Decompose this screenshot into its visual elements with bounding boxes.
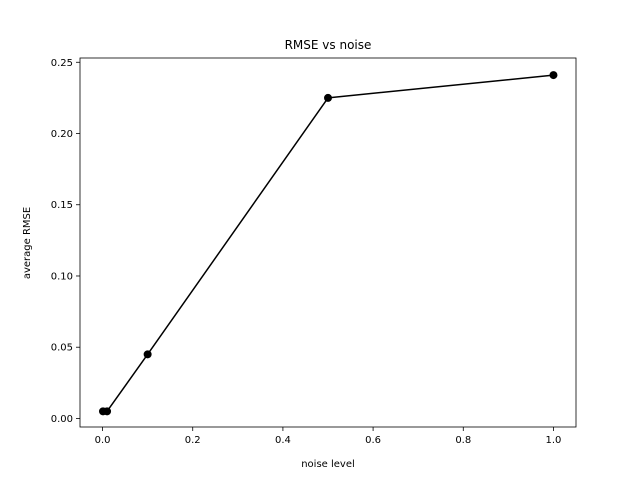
x-tick-label: 0.4 xyxy=(275,435,291,446)
chart-title: RMSE vs noise xyxy=(285,38,372,52)
data-point xyxy=(324,93,332,102)
y-tick-label: 0.15 xyxy=(51,200,73,211)
x-tick-label: 0.0 xyxy=(95,435,111,446)
y-tick-label: 0.25 xyxy=(51,58,73,69)
y-tick-label: 0.05 xyxy=(51,343,73,354)
data-point xyxy=(103,407,112,416)
y-tick-label: 0.10 xyxy=(51,271,73,282)
plot-frame xyxy=(79,57,577,428)
x-tick-label: 0.6 xyxy=(365,435,381,446)
x-tick-label: 1.0 xyxy=(546,435,562,446)
x-axis-label: noise level xyxy=(301,459,355,470)
x-tick-label: 0.2 xyxy=(185,435,201,446)
data-point xyxy=(143,350,152,359)
plot-area: 0.0 0.2 0.4 0.6 0.8 1.0 0.00 0.05 0.10 0.15 0.20 0.… xyxy=(51,57,577,446)
x-tick-label: 0.8 xyxy=(455,435,471,446)
y-tick-label: 0.00 xyxy=(51,414,73,425)
y-axis-label: average RMSE xyxy=(22,207,33,279)
data-point xyxy=(549,71,558,80)
y-tick-label: 0.20 xyxy=(51,129,73,140)
